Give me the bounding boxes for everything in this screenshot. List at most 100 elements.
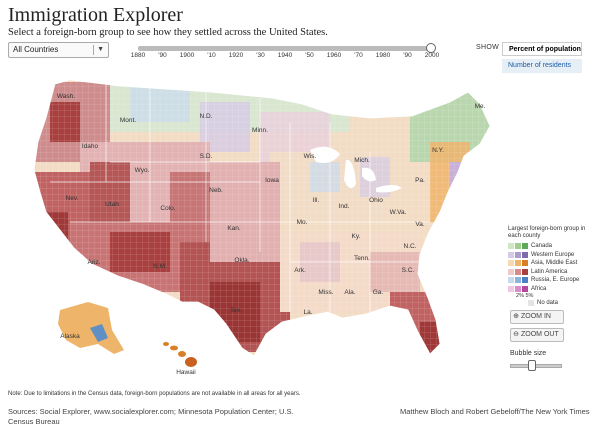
legend-swatch — [515, 268, 521, 275]
year-tick[interactable]: 1940 — [277, 52, 293, 59]
state-label-ill: Ill. — [313, 197, 320, 204]
state-label-okla: Okla. — [234, 257, 249, 264]
legend-nodata-swatch — [528, 300, 534, 306]
bubble-size-slider[interactable] — [510, 364, 562, 368]
legend-label: Africa — [531, 285, 547, 292]
year-tick[interactable]: 1980 — [375, 52, 391, 59]
state-label-mo: Mo. — [297, 219, 308, 226]
bubble-size-handle[interactable] — [528, 360, 536, 371]
credit-text: Matthew Bloch and Robert Gebeloff/The Ne… — [400, 407, 590, 416]
state-label-ga: Ga. — [373, 289, 384, 296]
state-labels: Wash. Mont. Idaho Wyo. Nev. Utah Colo. Ariz. N.M… — [57, 93, 486, 376]
legend-item: Western Europe — [508, 251, 588, 260]
country-select-value: All Countries — [13, 45, 59, 54]
toggle-percent-of-population[interactable]: Percent of population — [502, 42, 582, 56]
state-label-tex: Tex. — [230, 307, 242, 314]
legend-swatch — [508, 285, 514, 292]
legend-label: Asia, Middle East — [531, 260, 578, 267]
state-label-idaho: Idaho — [82, 143, 99, 150]
legend-swatch — [522, 260, 528, 267]
year-ticks: 1880 '90 1900 '10 1920 '30 1940 '50 1960 '70 1980 '… — [131, 52, 440, 62]
year-tick[interactable]: '30 — [256, 52, 265, 59]
year-slider-handle[interactable] — [426, 43, 436, 53]
state-label-nm: N.M. — [153, 263, 167, 270]
state-label-ky: Ky. — [352, 233, 361, 240]
legend-swatch — [515, 243, 521, 250]
legend-swatch — [508, 251, 514, 258]
lake-huron — [362, 167, 376, 182]
toggle-number-of-residents[interactable]: Number of residents — [502, 59, 582, 73]
state-label-ark: Ark. — [294, 267, 306, 274]
zoom-out-button[interactable]: ⊖ ZOOM OUT — [510, 328, 564, 342]
year-tick[interactable]: 1960 — [326, 52, 342, 59]
legend-swatch — [515, 277, 521, 284]
year-tick[interactable]: 1880 — [130, 52, 146, 59]
year-tick[interactable]: '70 — [354, 52, 363, 59]
state-label-wva: W.Va. — [390, 209, 407, 216]
legend-title: Largest foreign-born group in each count… — [508, 226, 586, 239]
state-label-ariz: Ariz. — [88, 259, 101, 266]
legend-swatch — [508, 277, 514, 284]
legend-swatch — [522, 243, 528, 250]
legend-item: Russia, E. Europe — [508, 276, 588, 285]
state-label-nc: N.C. — [404, 243, 417, 250]
chevron-down-icon: ▼ — [97, 46, 104, 53]
legend-swatch — [508, 268, 514, 275]
state-label-wis: Wis. — [304, 153, 317, 160]
year-tick[interactable]: '10 — [207, 52, 216, 59]
year-tick[interactable]: 1900 — [179, 52, 195, 59]
show-label: SHOW — [476, 44, 499, 51]
state-label-wash: Wash. — [57, 93, 75, 100]
zoom-out-icon: ⊖ — [513, 331, 519, 338]
state-label-wyo: Wyo. — [135, 167, 150, 174]
state-label-mich: Mich. — [354, 157, 370, 164]
state-label-nd: N.D. — [200, 113, 213, 120]
year-tick[interactable]: 2000 — [424, 52, 440, 59]
state-label-sc: S.C. — [402, 267, 415, 274]
legend-nodata: No data — [508, 300, 588, 306]
state-label-kan: Kan. — [227, 225, 241, 232]
zoom-in-button[interactable]: ⊕ ZOOM IN — [510, 310, 564, 324]
state-label-la: La. — [303, 309, 312, 316]
legend-label: Canada — [531, 243, 553, 250]
state-label-utah: Utah — [105, 201, 119, 208]
state-label-ind: Ind. — [339, 203, 350, 210]
country-select[interactable]: All Countries ▼ — [8, 42, 109, 58]
legend-label: Russia, E. Europe — [531, 277, 580, 284]
legend-item: Latin America — [508, 268, 588, 277]
us-county-map[interactable]: Wash. Mont. Idaho Wyo. Nev. Utah Colo. Ariz. N.M… — [10, 62, 500, 382]
zoom-in-icon: ⊕ — [513, 313, 519, 320]
hawaii-shape — [163, 342, 197, 367]
legend-swatch — [508, 243, 514, 250]
legend-item: Asia, Middle East — [508, 259, 588, 268]
state-label-ohio: Ohio — [369, 197, 383, 204]
state-label-ala: Ala. — [344, 289, 355, 296]
legend-swatch — [515, 251, 521, 258]
legend-swatch — [522, 285, 528, 292]
legend-swatch — [522, 268, 528, 275]
zoom-in-label: ZOOM IN — [521, 313, 551, 320]
page-subtitle: Select a foreign-born group to see how t… — [8, 27, 328, 38]
legend-percent-scale: 2% 5% — [516, 293, 534, 299]
lake-michigan — [344, 159, 356, 189]
year-slider[interactable] — [138, 43, 436, 53]
legend-swatch — [522, 251, 528, 258]
state-label-ny: N.Y. — [432, 147, 444, 154]
legend-swatch — [508, 260, 514, 267]
state-label-minn: Minn. — [252, 127, 268, 134]
zoom-out-label: ZOOM OUT — [521, 331, 559, 338]
legend-item: Canada — [508, 242, 588, 251]
lake-erie — [376, 185, 402, 193]
legend-swatch — [515, 260, 521, 267]
year-tick[interactable]: '50 — [305, 52, 314, 59]
year-slider-fill — [139, 47, 433, 50]
bubble-size-label: Bubble size — [510, 350, 547, 357]
year-tick[interactable]: '90 — [158, 52, 167, 59]
year-tick[interactable]: 1920 — [228, 52, 244, 59]
select-divider — [93, 45, 94, 55]
state-label-alaska: Alaska — [60, 333, 80, 340]
state-label-colo: Colo. — [160, 205, 175, 212]
year-tick[interactable]: '90 — [403, 52, 412, 59]
state-label-neb: Neb. — [209, 187, 223, 194]
lake-superior — [310, 146, 340, 163]
